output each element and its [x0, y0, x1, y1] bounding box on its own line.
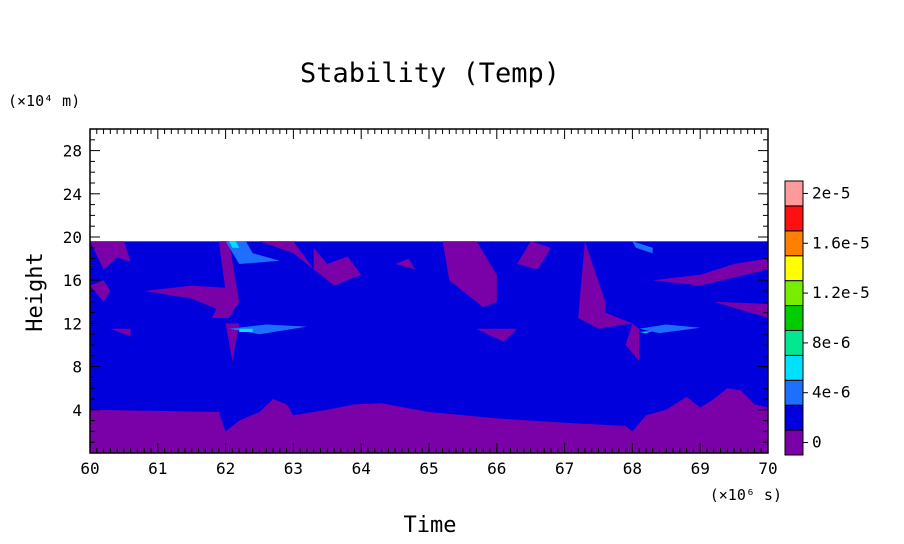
colorbar-swatch	[784, 354, 804, 381]
plot-frame	[89, 128, 769, 454]
heatmap-region	[442, 241, 497, 308]
x-tick-label: 60	[80, 459, 99, 478]
x-tick-label: 64	[352, 459, 371, 478]
y-tick-label: 20	[63, 228, 82, 247]
colorbar-label: 2e-5	[812, 183, 851, 202]
heatmap-region	[625, 323, 640, 362]
heatmap-region	[395, 258, 416, 270]
y-tick-label: 16	[63, 271, 82, 290]
heatmap-region	[144, 285, 226, 313]
heatmap-region	[313, 247, 362, 286]
y-tick-label: 28	[63, 142, 82, 161]
heatmap-region	[476, 328, 518, 342]
colorbar-label: 8e-6	[812, 333, 851, 352]
y-tick-label: 24	[63, 185, 82, 204]
heatmap-region	[578, 241, 633, 329]
colorbar-swatch	[784, 429, 804, 456]
colorbar: 0 4e-6 8e-6 1.2e-5 1.6e-5 2e-5	[784, 180, 870, 456]
heatmap-region	[225, 241, 280, 264]
x-tick-label: 70	[758, 459, 777, 478]
colorbar-swatch	[784, 404, 804, 431]
x-tick-label: 67	[555, 459, 574, 478]
heatmap-region	[259, 241, 314, 270]
x-axis-label: Time	[404, 513, 457, 538]
chart-title: Stability (Temp)	[300, 58, 560, 89]
y-tick-label: 12	[63, 314, 82, 333]
heatmap-region	[225, 323, 240, 362]
y-tick-label: 8	[72, 358, 82, 377]
heatmap-region	[639, 324, 701, 334]
x-tick-label: 69	[691, 459, 710, 478]
y-tick-label: 4	[72, 401, 82, 420]
y-axis-label: Height	[23, 252, 48, 331]
y-unit-label: (×10⁴ m)	[8, 92, 80, 110]
colorbar-label: 1.2e-5	[812, 283, 870, 302]
heatmap-region	[517, 241, 551, 270]
x-unit-label: (×10⁶ s)	[710, 486, 782, 504]
heatmap-region	[110, 328, 131, 337]
colorbar-swatch	[784, 180, 804, 207]
heatmap-region	[212, 241, 240, 318]
colorbar-swatch	[784, 379, 804, 406]
heatmap-region	[381, 415, 402, 423]
x-tick-label: 65	[419, 459, 438, 478]
x-tick-label: 63	[284, 459, 303, 478]
heatmap-region	[639, 331, 653, 334]
colorbar-label: 1.6e-5	[812, 233, 870, 252]
colorbar-swatch	[784, 205, 804, 232]
colorbar-swatch	[784, 305, 804, 331]
heatmap-region	[713, 301, 768, 318]
x-tick-label: 62	[216, 459, 235, 478]
heatmap-region	[90, 280, 111, 302]
heatmap-region	[652, 258, 768, 286]
colorbar-swatch	[784, 255, 804, 282]
colorbar-swatch	[784, 280, 804, 307]
x-axis: 60 61 62 63 64 65 66 67 68 69 70	[80, 129, 778, 478]
heatmap-region	[90, 388, 768, 453]
x-tick-label: 61	[148, 459, 167, 478]
colorbar-swatch	[784, 230, 804, 257]
colorbar-label: 0	[812, 433, 822, 452]
colorbar-label: 4e-6	[812, 383, 851, 402]
heatmap-fill	[90, 241, 768, 453]
heatmap-region	[239, 328, 253, 332]
heatmap-region	[632, 241, 653, 254]
x-tick-label: 66	[487, 459, 506, 478]
heatmap-region	[229, 241, 240, 248]
x-tick-label: 68	[623, 459, 642, 478]
colorbar-swatch	[784, 329, 804, 356]
heatmap-region	[90, 241, 131, 270]
